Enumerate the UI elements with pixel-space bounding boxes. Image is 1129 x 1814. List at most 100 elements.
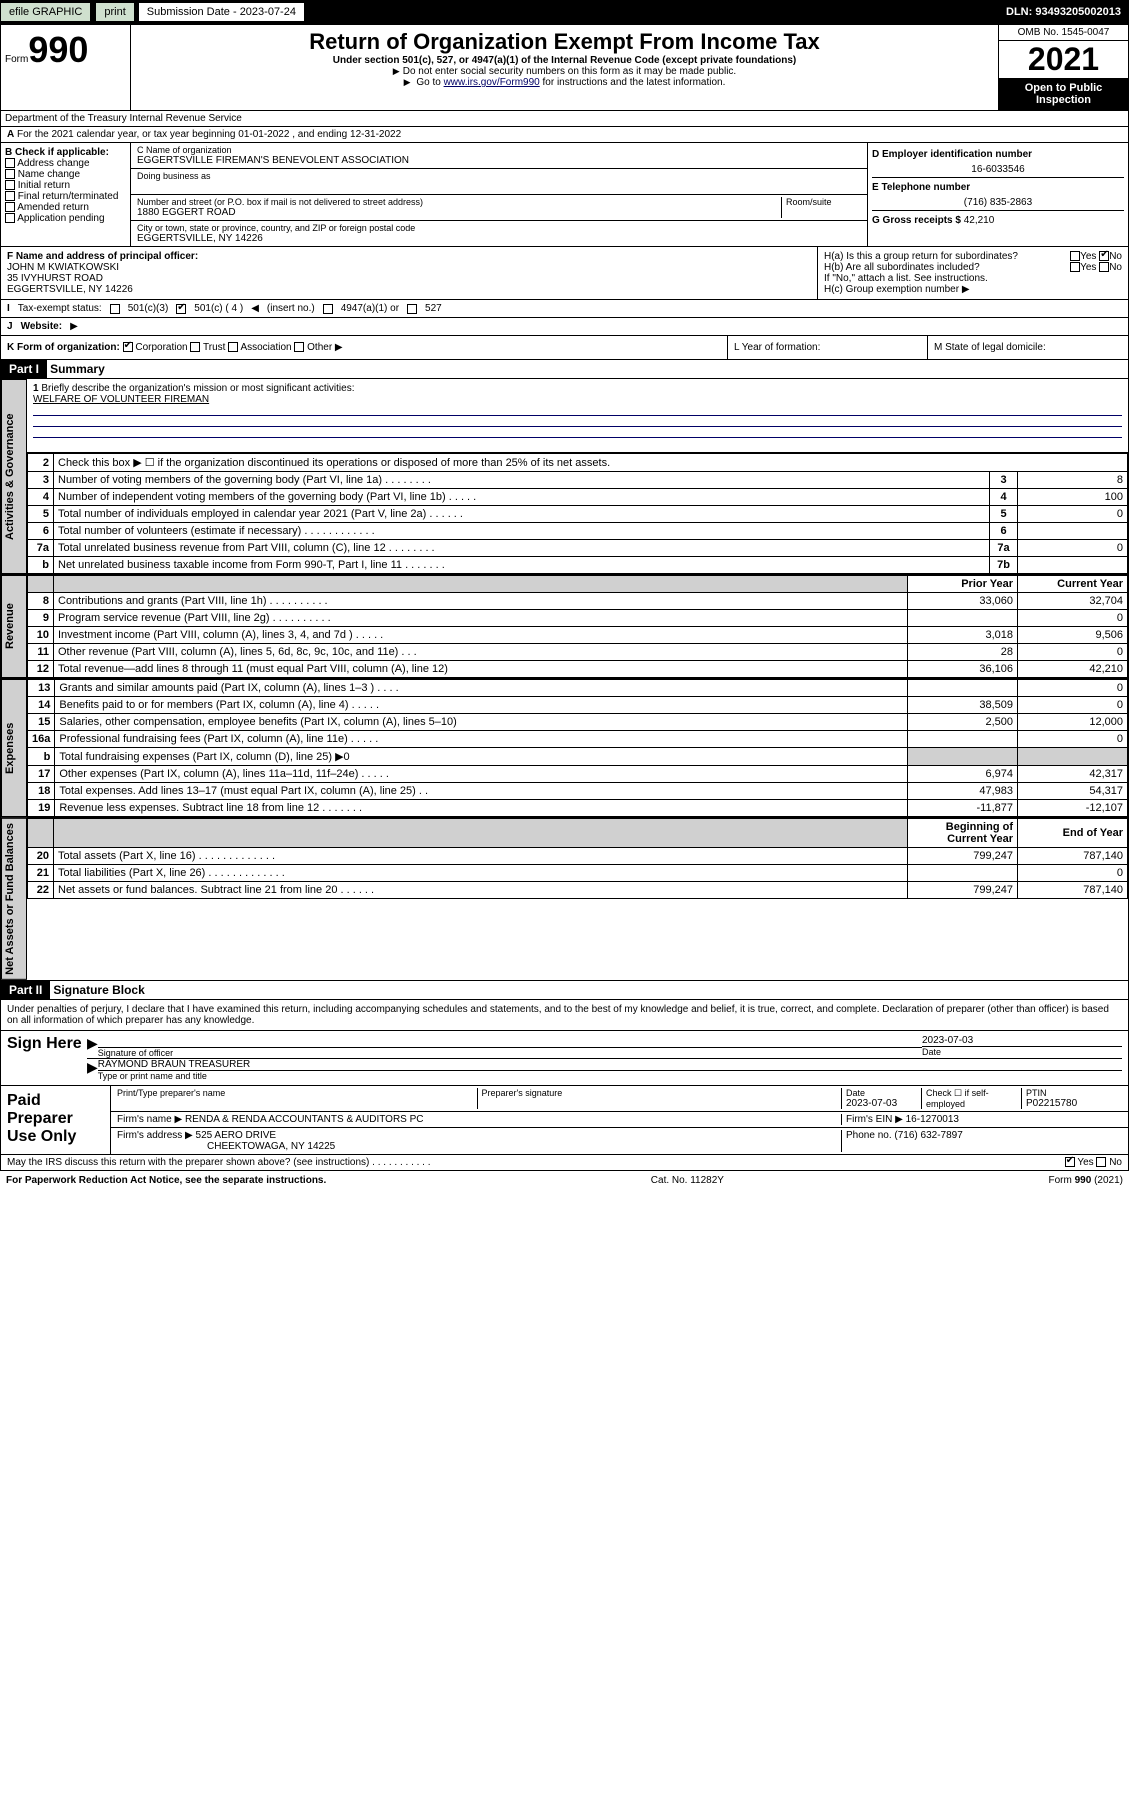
cb-name-change[interactable]: Name change bbox=[5, 169, 126, 180]
part-i-title: Summary bbox=[50, 362, 105, 376]
street: 1880 EGGERT ROAD bbox=[137, 207, 781, 218]
column-b: B Check if applicable: Address change Na… bbox=[1, 143, 131, 246]
f-label: F Name and address of principal officer: bbox=[7, 251, 198, 262]
hb-label: H(b) Are all subordinates included? bbox=[824, 262, 980, 273]
part-ii-title: Signature Block bbox=[53, 983, 144, 997]
omb-number: OMB No. 1545-0047 bbox=[999, 25, 1128, 41]
footer: For Paperwork Reduction Act Notice, see … bbox=[0, 1171, 1129, 1190]
col-b-header: B Check if applicable: bbox=[5, 147, 126, 158]
row-m: M State of legal domicile: bbox=[928, 336, 1128, 359]
form-subtitle: Under section 501(c), 527, or 4947(a)(1)… bbox=[139, 55, 990, 66]
part-i-header: Part I Summary bbox=[0, 360, 1129, 379]
summary-net: Net Assets or Fund Balances Beginning of… bbox=[0, 818, 1129, 981]
form-ref: Form 990 (2021) bbox=[1049, 1175, 1123, 1186]
sig-officer-label: Signature of officer bbox=[98, 1047, 922, 1058]
org-name: EGGERTSVILLE FIREMAN'S BENEVOLENT ASSOCI… bbox=[137, 155, 861, 166]
telephone: (716) 835-2863 bbox=[872, 195, 1124, 210]
rev-table: Prior YearCurrent Year8Contributions and… bbox=[27, 575, 1128, 678]
firm-addr2: CHEEKTOWAGA, NY 14225 bbox=[117, 1141, 335, 1152]
sign-date-label: Date bbox=[922, 1046, 1122, 1057]
column-d: D Employer identification number 16-6033… bbox=[868, 143, 1128, 246]
declaration: Under penalties of perjury, I declare th… bbox=[0, 1000, 1129, 1031]
row-k: K Form of organization: Corporation Trus… bbox=[1, 336, 728, 359]
irs-link[interactable]: www.irs.gov/Form990 bbox=[444, 77, 540, 88]
vlabel-net: Net Assets or Fund Balances bbox=[1, 818, 27, 980]
section-bcd: B Check if applicable: Address change Na… bbox=[0, 143, 1129, 247]
cb-app-pending[interactable]: Application pending bbox=[5, 213, 126, 224]
room-label: Room/suite bbox=[786, 197, 861, 207]
gross-label: G Gross receipts $ bbox=[872, 215, 961, 226]
part-i-tag: Part I bbox=[1, 360, 47, 378]
tel-label: E Telephone number bbox=[872, 182, 970, 193]
topbar: efile GRAPHIC print Submission Date - 20… bbox=[0, 0, 1129, 24]
city-label: City or town, state or province, country… bbox=[137, 223, 861, 233]
row-i: I Tax-exempt status: 501(c)(3) 501(c) ( … bbox=[0, 300, 1129, 318]
part-ii-tag: Part II bbox=[1, 981, 50, 999]
form-header: Form990 Return of Organization Exempt Fr… bbox=[0, 24, 1129, 111]
net-table: Beginning of Current YearEnd of Year20To… bbox=[27, 818, 1128, 899]
firm-name: RENDA & RENDA ACCOUNTANTS & AUDITORS PC bbox=[185, 1114, 424, 1125]
row-klm: K Form of organization: Corporation Trus… bbox=[0, 336, 1129, 360]
note-ssn: Do not enter social security numbers on … bbox=[139, 66, 990, 77]
mission-block: 1 Briefly describe the organization's mi… bbox=[27, 379, 1128, 453]
dba-label: Doing business as bbox=[137, 171, 861, 181]
firm-addr1: 525 AERO DRIVE bbox=[196, 1130, 277, 1141]
vlabel-rev: Revenue bbox=[1, 575, 27, 678]
row-j: J Website: ▶ bbox=[0, 318, 1129, 336]
firm-phone: (716) 632-7897 bbox=[894, 1130, 962, 1141]
paid-preparer-block: Paid Preparer Use Only Print/Type prepar… bbox=[0, 1086, 1129, 1155]
street-label: Number and street (or P.O. box if mail i… bbox=[137, 197, 781, 207]
summary-gov: Activities & Governance 1 Briefly descri… bbox=[0, 379, 1129, 575]
sign-name: RAYMOND BRAUN TREASURER bbox=[98, 1059, 1122, 1070]
vlabel-gov: Activities & Governance bbox=[1, 379, 27, 574]
col-h: H(a) Is this a group return for subordin… bbox=[818, 247, 1128, 299]
col-f: F Name and address of principal officer:… bbox=[1, 247, 818, 299]
cb-initial-return[interactable]: Initial return bbox=[5, 180, 126, 191]
firm-ein: 16-1270013 bbox=[906, 1114, 959, 1125]
website-label: Website: bbox=[21, 321, 63, 332]
discuss-row: May the IRS discuss this return with the… bbox=[0, 1155, 1129, 1171]
exp-table: 13Grants and similar amounts paid (Part … bbox=[27, 679, 1128, 817]
hb-note: If "No," attach a list. See instructions… bbox=[824, 273, 1122, 284]
summary-rev: Revenue Prior YearCurrent Year8Contribut… bbox=[0, 575, 1129, 679]
sign-date: 2023-07-03 bbox=[922, 1035, 1122, 1046]
sign-name-label: Type or print name and title bbox=[98, 1070, 1122, 1081]
dept-treasury: Department of the Treasury Internal Reve… bbox=[0, 111, 1129, 127]
sign-here: Sign Here bbox=[7, 1035, 87, 1081]
pra-notice: For Paperwork Reduction Act Notice, see … bbox=[6, 1175, 326, 1186]
note-link: Go to www.irs.gov/Form990 for instructio… bbox=[139, 77, 990, 88]
tax-year: 2021 bbox=[999, 41, 1128, 78]
column-c: C Name of organization EGGERTSVILLE FIRE… bbox=[131, 143, 868, 246]
paid-preparer-title: Paid Preparer Use Only bbox=[1, 1086, 111, 1154]
mission-text: WELFARE OF VOLUNTEER FIREMAN bbox=[33, 394, 209, 405]
city: EGGERTSVILLE, NY 14226 bbox=[137, 233, 861, 244]
header-right: OMB No. 1545-0047 2021 Open to Public In… bbox=[998, 25, 1128, 110]
print-btn[interactable]: print bbox=[95, 2, 134, 22]
form-title: Return of Organization Exempt From Incom… bbox=[139, 29, 990, 55]
hc-label: H(c) Group exemption number bbox=[824, 284, 959, 295]
cb-amended-return[interactable]: Amended return bbox=[5, 202, 126, 213]
sign-here-block: Sign Here ▶ Signature of officer 2023-07… bbox=[0, 1031, 1129, 1086]
row-l: L Year of formation: bbox=[728, 336, 928, 359]
form-number-cell: Form990 bbox=[1, 25, 131, 110]
header-title-cell: Return of Organization Exempt From Incom… bbox=[131, 25, 998, 110]
ein: 16-6033546 bbox=[872, 162, 1124, 177]
cat-no: Cat. No. 11282Y bbox=[651, 1175, 724, 1186]
row-fg: F Name and address of principal officer:… bbox=[0, 247, 1129, 300]
form-word: Form bbox=[5, 54, 28, 65]
ha-label: H(a) Is this a group return for subordin… bbox=[824, 251, 1018, 262]
row-a-taxyear: A For the 2021 calendar year, or tax yea… bbox=[0, 127, 1129, 143]
ein-label: D Employer identification number bbox=[872, 149, 1032, 160]
officer-addr2: EGGERTSVILLE, NY 14226 bbox=[7, 284, 811, 295]
open-inspection: Open to Public Inspection bbox=[999, 78, 1128, 110]
officer-name: JOHN M KWIATKOWSKI bbox=[7, 262, 811, 273]
summary-exp: Expenses 13Grants and similar amounts pa… bbox=[0, 679, 1129, 818]
cb-address-change[interactable]: Address change bbox=[5, 158, 126, 169]
efile-btn[interactable]: efile GRAPHIC bbox=[0, 2, 91, 22]
vlabel-exp: Expenses bbox=[1, 679, 27, 817]
form-num: 990 bbox=[28, 29, 88, 70]
part-ii-header: Part II Signature Block bbox=[0, 981, 1129, 1000]
gross-receipts: 42,210 bbox=[964, 215, 995, 226]
submission-date: Submission Date - 2023-07-24 bbox=[139, 3, 304, 21]
cb-final-return[interactable]: Final return/terminated bbox=[5, 191, 126, 202]
